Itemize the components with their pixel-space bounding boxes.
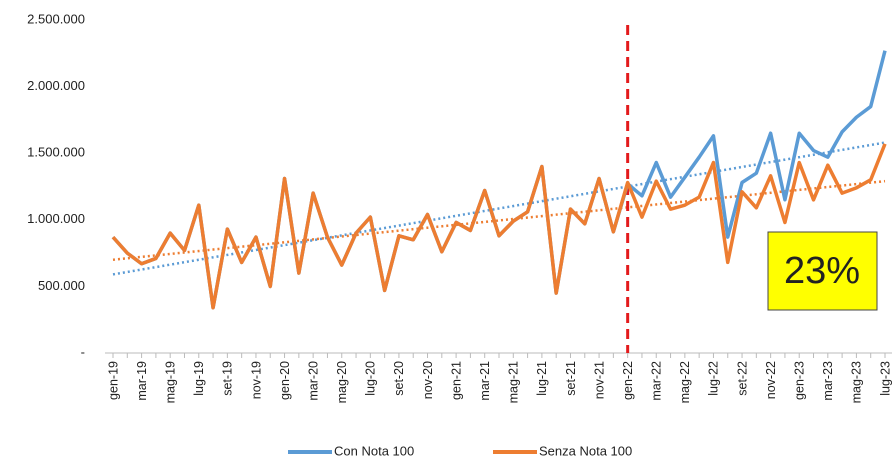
x-tick-label: gen-23 bbox=[793, 361, 807, 400]
x-tick-label: mar-21 bbox=[478, 361, 492, 401]
x-tick-label: mag-22 bbox=[678, 361, 692, 403]
x-tick-label: mar-19 bbox=[135, 361, 149, 401]
x-tick-label: set-19 bbox=[221, 361, 235, 396]
line-series bbox=[111, 143, 887, 310]
trendline bbox=[112, 141, 886, 276]
x-tick-label: mag-20 bbox=[335, 361, 349, 403]
legend-label: Con Nota 100 bbox=[334, 443, 414, 458]
x-tick-label: gen-21 bbox=[449, 361, 463, 400]
y-tick-label: 1.000.000 bbox=[27, 211, 85, 226]
annotation: 23% bbox=[784, 250, 860, 292]
y-tick-label: 2.000.000 bbox=[27, 78, 85, 93]
x-tick-label: lug-19 bbox=[192, 361, 206, 396]
x-tick-label: set-22 bbox=[735, 361, 749, 396]
trendline bbox=[112, 179, 886, 262]
x-tick-label: lug-20 bbox=[364, 361, 378, 396]
y-tick-label: 1.500.000 bbox=[27, 145, 85, 160]
x-tick-label: set-20 bbox=[392, 361, 406, 396]
x-tick-label: nov-21 bbox=[592, 361, 606, 399]
plot: - 500.000 1.000.000 1.500.000 2.000.000 2.500… bbox=[27, 11, 892, 458]
annotation-box bbox=[767, 231, 878, 311]
y-tick-label: 2.500.000 bbox=[27, 11, 85, 26]
x-tick-label: set-21 bbox=[564, 361, 578, 396]
x-tick-label: mar-22 bbox=[650, 361, 664, 401]
x-tick-label: gen-22 bbox=[621, 361, 635, 400]
x-tick-label: lug-22 bbox=[707, 361, 721, 396]
x-tick-label: mag-19 bbox=[163, 361, 177, 403]
x-tick-label: nov-19 bbox=[249, 361, 263, 399]
x-tick-label: gen-19 bbox=[106, 361, 120, 400]
x-tick-label: gen-20 bbox=[278, 361, 292, 400]
x-tick-label: mar-20 bbox=[306, 361, 320, 401]
x-tick-label: mag-23 bbox=[850, 361, 864, 403]
y-tick-label: - bbox=[81, 344, 85, 359]
legend-label: Senza Nota 100 bbox=[539, 443, 632, 458]
y-tick-label: 500.000 bbox=[38, 278, 85, 293]
x-tick-label: nov-22 bbox=[764, 361, 778, 399]
x-tick-label: mar-23 bbox=[821, 361, 835, 401]
x-tick-label: lug-23 bbox=[878, 361, 892, 396]
x-tick-label: nov-20 bbox=[421, 361, 435, 399]
x-tick-label: lug-21 bbox=[535, 361, 549, 396]
x-tick-label: mag-21 bbox=[507, 361, 521, 403]
